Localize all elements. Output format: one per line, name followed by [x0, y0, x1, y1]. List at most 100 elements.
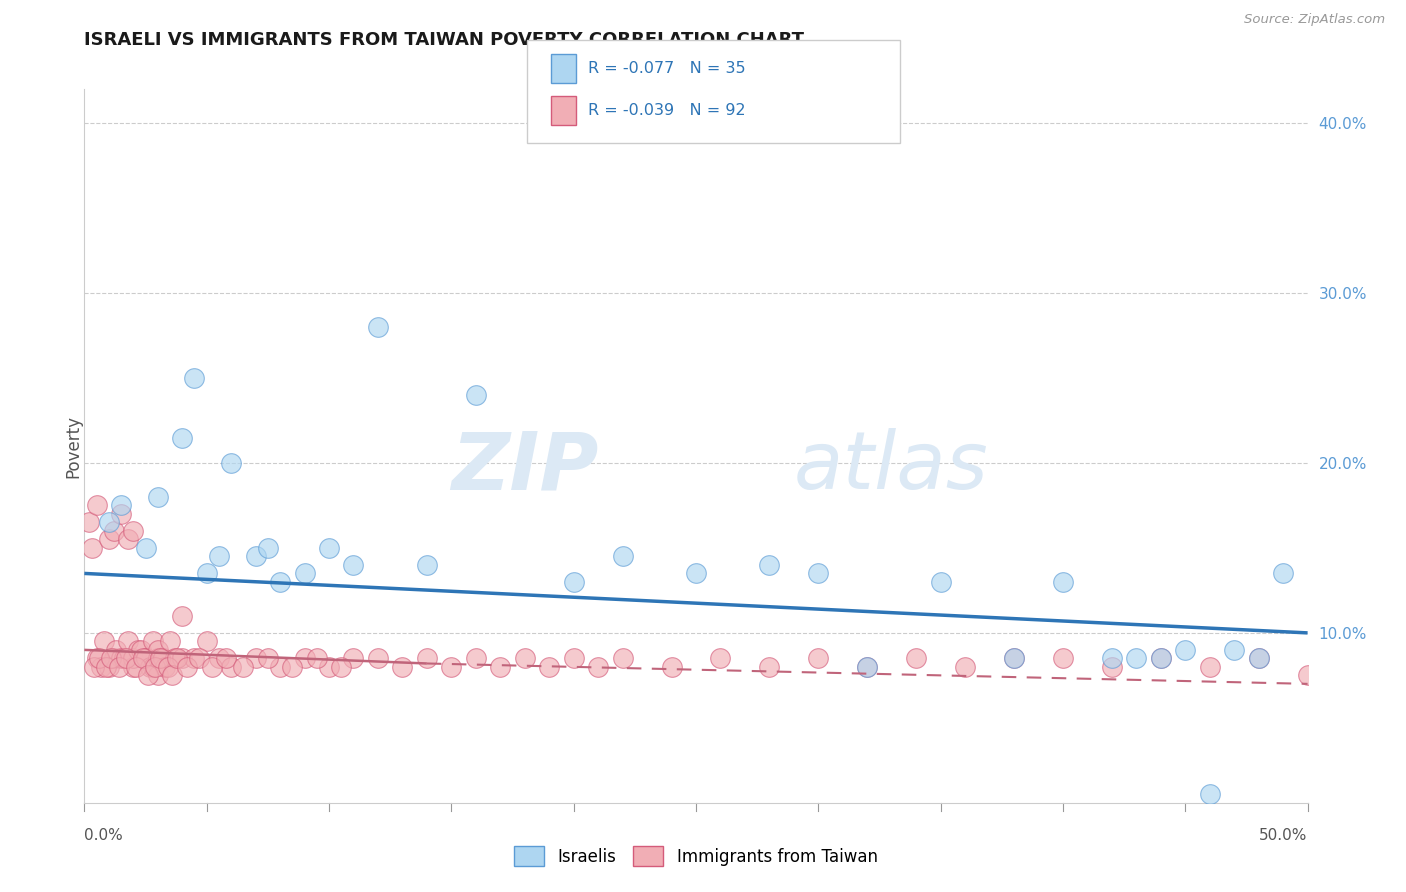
- Point: [176, 660, 198, 674]
- Point: [172, 430, 194, 444]
- Text: R = -0.039   N = 92: R = -0.039 N = 92: [588, 103, 745, 118]
- Point: [709, 651, 731, 665]
- Point: [159, 634, 181, 648]
- Point: [97, 516, 120, 530]
- Point: [1174, 643, 1197, 657]
- Point: [117, 634, 139, 648]
- Point: [232, 660, 254, 674]
- Point: [856, 660, 879, 674]
- Point: [110, 651, 132, 665]
- Point: [163, 651, 186, 665]
- Point: [318, 541, 340, 555]
- Point: [115, 651, 138, 665]
- Point: [219, 456, 242, 470]
- Point: [142, 660, 165, 674]
- Point: [103, 651, 125, 665]
- Point: [86, 651, 108, 665]
- Point: [245, 651, 267, 665]
- Point: [152, 651, 174, 665]
- Point: [330, 660, 353, 674]
- Point: [110, 507, 132, 521]
- Point: [685, 566, 707, 581]
- Text: ISRAELI VS IMMIGRANTS FROM TAIWAN POVERTY CORRELATION CHART: ISRAELI VS IMMIGRANTS FROM TAIWAN POVERT…: [84, 31, 804, 49]
- Point: [90, 660, 112, 674]
- Point: [929, 574, 952, 589]
- Point: [391, 660, 413, 674]
- Point: [215, 651, 238, 665]
- Point: [86, 499, 108, 513]
- Point: [416, 651, 439, 665]
- Point: [562, 574, 585, 589]
- Point: [100, 651, 122, 665]
- Point: [758, 558, 780, 572]
- Point: [146, 490, 169, 504]
- Point: [281, 660, 304, 674]
- Point: [1223, 643, 1246, 657]
- Point: [416, 558, 439, 572]
- Point: [139, 660, 162, 674]
- Point: [1052, 651, 1074, 665]
- Point: [146, 668, 169, 682]
- Point: [112, 651, 135, 665]
- Point: [93, 634, 115, 648]
- Point: [142, 634, 165, 648]
- Point: [103, 524, 125, 538]
- Point: [172, 651, 194, 665]
- Text: ZIP: ZIP: [451, 428, 598, 507]
- Point: [97, 533, 120, 547]
- Text: Source: ZipAtlas.com: Source: ZipAtlas.com: [1244, 13, 1385, 27]
- Point: [122, 524, 145, 538]
- Point: [146, 643, 169, 657]
- Point: [1150, 651, 1173, 665]
- Point: [219, 660, 242, 674]
- Point: [200, 660, 222, 674]
- Point: [586, 660, 609, 674]
- Point: [97, 660, 120, 674]
- Point: [195, 566, 218, 581]
- Point: [132, 651, 155, 665]
- Point: [367, 651, 389, 665]
- Point: [661, 660, 683, 674]
- Point: [367, 320, 389, 334]
- Point: [1198, 787, 1220, 801]
- Point: [135, 651, 157, 665]
- Y-axis label: Poverty: Poverty: [65, 415, 82, 477]
- Text: R = -0.077   N = 35: R = -0.077 N = 35: [588, 62, 745, 76]
- Point: [156, 660, 179, 674]
- Point: [129, 643, 152, 657]
- Point: [612, 549, 634, 564]
- Point: [105, 643, 128, 657]
- Point: [96, 660, 118, 674]
- Point: [135, 651, 157, 665]
- Point: [905, 651, 928, 665]
- Point: [758, 660, 780, 674]
- Point: [149, 651, 172, 665]
- Point: [612, 651, 634, 665]
- Point: [1198, 660, 1220, 674]
- Point: [538, 660, 561, 674]
- Point: [269, 574, 291, 589]
- Point: [172, 608, 194, 623]
- Point: [1247, 651, 1270, 665]
- Point: [440, 660, 463, 674]
- Point: [208, 651, 231, 665]
- Point: [162, 668, 184, 682]
- Point: [117, 533, 139, 547]
- Point: [294, 651, 316, 665]
- Point: [1002, 651, 1025, 665]
- Point: [464, 388, 486, 402]
- Point: [1272, 566, 1295, 581]
- Text: 0.0%: 0.0%: [84, 829, 124, 843]
- Text: atlas: atlas: [794, 428, 988, 507]
- Point: [1296, 668, 1319, 682]
- Point: [513, 651, 536, 665]
- Point: [489, 660, 512, 674]
- Point: [856, 660, 879, 674]
- Point: [83, 660, 105, 674]
- Point: [953, 660, 976, 674]
- Point: [183, 371, 205, 385]
- Point: [464, 651, 486, 665]
- Point: [188, 651, 211, 665]
- Point: [1247, 651, 1270, 665]
- Point: [342, 651, 364, 665]
